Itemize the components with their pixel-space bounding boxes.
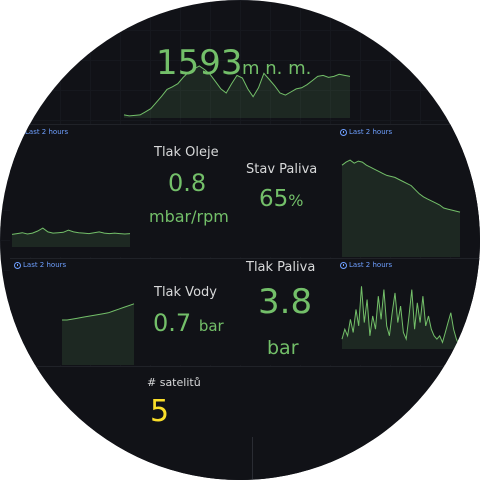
altitude-value: 1593 — [156, 43, 243, 83]
water-pressure-number: 0.7 — [153, 309, 192, 337]
water-pressure-value: 0.7 bar — [153, 311, 224, 335]
oil-pressure-title: Tlak Oleje — [154, 145, 219, 160]
fuel-pressure-panel[interactable]: Last 2 hours Tlak Paliva 3.8 bar — [240, 258, 480, 365]
oil-pressure-panel[interactable]: Last 2 hours Tlak Oleje 0.8 mbar/rpm — [10, 124, 240, 257]
oil-pressure-unit: mbar/rpm — [149, 207, 229, 226]
fuel-state-sparkline — [341, 159, 461, 257]
fuel-pressure-unit: bar — [267, 337, 299, 359]
altitude-panel[interactable]: 1593 m n. m. — [120, 0, 352, 122]
fuel-pressure-title: Tlak Paliva — [246, 260, 316, 275]
altitude-unit: m n. m. — [242, 58, 312, 79]
time-range-label: Last 2 hours — [349, 261, 393, 269]
clock-icon — [16, 128, 23, 136]
water-pressure-sparkline-area — [62, 303, 134, 365]
fuel-pressure-sparkline — [341, 286, 463, 349]
fuel-state-number: 65 — [259, 186, 289, 212]
water-pressure-title: Tlak Vody — [154, 285, 217, 300]
clock-icon — [14, 261, 21, 269]
fuel-state-panel[interactable]: Last 2 hours Stav Paliva 65% — [240, 124, 480, 257]
fuel-pressure-sparkline-line — [341, 286, 463, 347]
water-pressure-sparkline-line — [62, 303, 135, 321]
fuel-state-sparkline-line — [341, 159, 461, 213]
time-range-label: Last 2 hours — [25, 128, 69, 136]
fuel-state-value: 65% — [259, 188, 303, 211]
clock-icon — [340, 128, 347, 136]
fuel-pressure-time-range[interactable]: Last 2 hours — [340, 261, 392, 269]
fuel-state-unit: % — [288, 191, 304, 210]
oil-pressure-sparkline-area — [12, 228, 130, 247]
oil-pressure-sparkline — [11, 227, 131, 247]
clock-icon — [340, 261, 347, 269]
water-pressure-panel[interactable]: Last 2 hours Tlak Vody 0.7 bar — [10, 258, 240, 365]
altitude-sparkline-area — [124, 66, 350, 118]
fuel-pressure-sparkline-area — [342, 286, 462, 349]
time-range-label: Last 2 hours — [349, 128, 393, 136]
altitude-sparkline — [123, 65, 351, 118]
satellites-panel[interactable]: # satelitů 5 — [10, 366, 480, 480]
fuel-state-time-range[interactable]: Last 2 hours — [340, 128, 392, 136]
time-range-label: Last 2 hours — [23, 261, 67, 269]
oil-pressure-value: 0.8 — [168, 169, 207, 197]
oil-pressure-time-range[interactable]: Last 2 hours — [16, 128, 68, 136]
altitude-sparkline-line — [123, 65, 351, 117]
fuel-pressure-value: 3.8 — [258, 282, 313, 322]
satellites-value: 5 — [150, 394, 170, 429]
water-pressure-time-range[interactable]: Last 2 hours — [14, 261, 66, 269]
oil-pressure-sparkline-line — [11, 227, 131, 235]
fuel-state-sparkline-area — [342, 160, 460, 257]
panel-divider — [252, 437, 253, 480]
satellites-title: # satelitů — [147, 376, 201, 389]
fuel-state-title: Stav Paliva — [246, 162, 318, 177]
water-pressure-unit: bar — [198, 317, 224, 335]
water-pressure-sparkline — [62, 303, 135, 365]
